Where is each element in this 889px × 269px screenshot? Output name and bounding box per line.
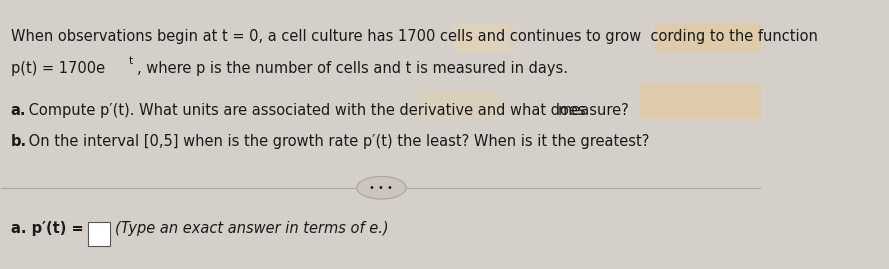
FancyBboxPatch shape — [655, 24, 769, 52]
Text: When observations begin at t = 0, a cell culture has 1700 cells and continues to: When observations begin at t = 0, a cell… — [11, 29, 817, 44]
FancyBboxPatch shape — [640, 84, 769, 119]
Text: a.: a. — [11, 102, 26, 118]
Text: a. p′(t) =: a. p′(t) = — [11, 221, 88, 236]
Text: Compute p′(t). What units are associated with the derivative and what does: Compute p′(t). What units are associated… — [24, 102, 586, 118]
Text: • • •: • • • — [370, 183, 393, 193]
Text: t: t — [129, 56, 133, 66]
Text: b.: b. — [11, 134, 27, 150]
Text: , where p is the number of cells and t is measured in days.: , where p is the number of cells and t i… — [137, 61, 568, 76]
Ellipse shape — [356, 176, 406, 199]
Text: measure?: measure? — [557, 102, 629, 118]
Text: On the interval [0,5] when is the growth rate p′(t) the least? When is it the gr: On the interval [0,5] when is the growth… — [24, 134, 650, 150]
FancyBboxPatch shape — [507, 24, 560, 52]
Text: p(t) = 1700e: p(t) = 1700e — [11, 61, 105, 76]
FancyBboxPatch shape — [88, 222, 110, 246]
Text: (Type an exact answer in terms of e.): (Type an exact answer in terms of e.) — [115, 221, 388, 236]
FancyBboxPatch shape — [453, 24, 522, 52]
FancyBboxPatch shape — [420, 91, 503, 119]
